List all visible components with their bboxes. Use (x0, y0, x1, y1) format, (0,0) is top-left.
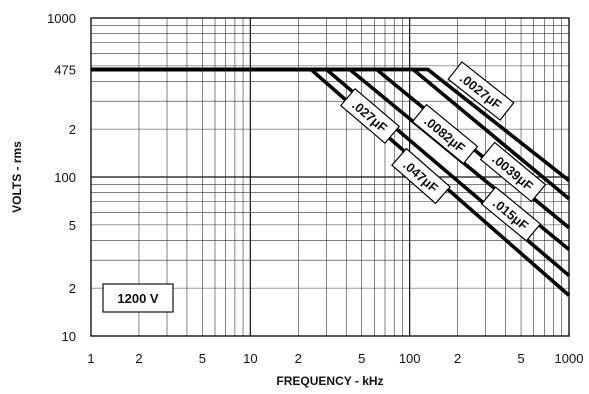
series-label-frame (447, 61, 515, 121)
y-tick-label: 1000 (47, 11, 76, 26)
y-tick-labels: 1000 475 2 100 5 2 10 (47, 11, 76, 344)
series-label-frame (480, 186, 542, 242)
x-axis-title: FREQUENCY - kHz (276, 374, 383, 388)
voltage-rating-frame (102, 283, 174, 313)
x-tick-label: 2 (135, 351, 142, 366)
voltage-rating-box: 1200 V (102, 283, 174, 313)
series-label: .015μF (480, 186, 542, 242)
y-tick-label: 2 (69, 122, 76, 137)
y-tick-label: 100 (54, 170, 76, 185)
series-label-frame (479, 141, 547, 203)
y-tick-label: 10 (62, 329, 76, 344)
series-label-frame (411, 103, 479, 165)
x-tick-label: 1 (87, 351, 94, 366)
x-tick-label: 2 (454, 351, 461, 366)
series-label: .047μF (391, 147, 451, 205)
y-axis-title: VOLTS - rms (10, 141, 24, 213)
plot-frame (90, 17, 570, 337)
x-tick-labels: 1 2 5 10 2 5 100 2 5 1000 (87, 351, 583, 366)
x-tick-label: 100 (399, 351, 421, 366)
x-tick-label: 1000 (555, 351, 584, 366)
y-tick-label: 5 (69, 218, 76, 233)
series-label: .027μF (339, 87, 401, 145)
x-tick-label: 10 (243, 351, 257, 366)
series-line (91, 67, 571, 201)
x-tick-label: 5 (517, 351, 524, 366)
series-label-frame (391, 147, 451, 205)
y-tick-label: 2 (69, 281, 76, 296)
x-tick-label: 5 (199, 351, 206, 366)
series-line (91, 67, 571, 297)
y-tick-label: 475 (54, 62, 76, 77)
series-lines (91, 67, 571, 297)
series-label-frame (339, 87, 401, 145)
voltage-rating-label: 1200 V (117, 291, 159, 306)
x-tick-label: 5 (358, 351, 365, 366)
x-tick-label: 2 (295, 351, 302, 366)
